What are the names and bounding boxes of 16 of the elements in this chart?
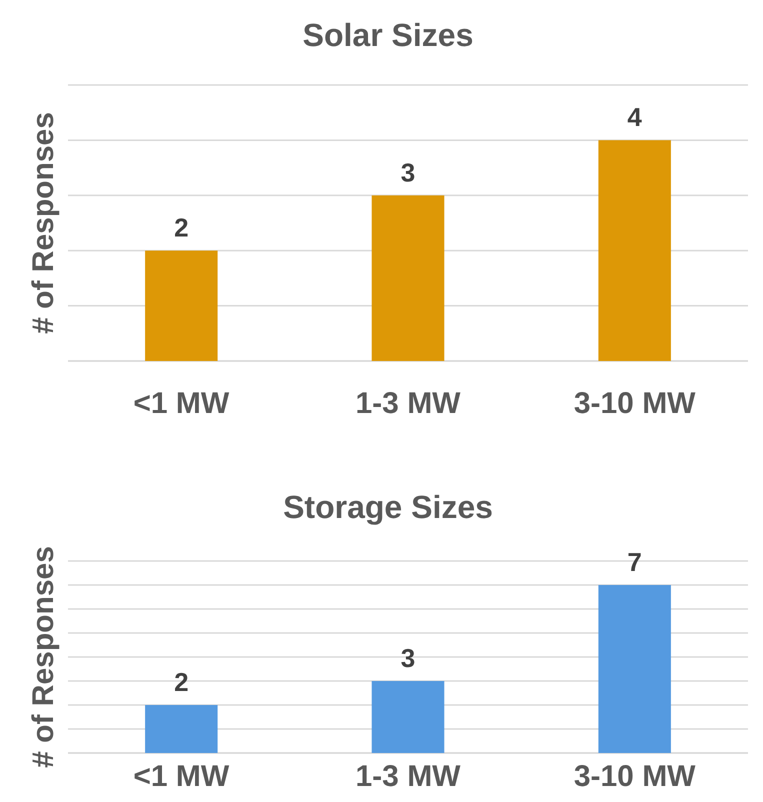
data-label: 7 [627, 547, 642, 577]
data-label: 3 [400, 643, 416, 673]
x-tick-label: 1-3 MW [356, 387, 462, 420]
chart-title: Solar Sizes [302, 17, 474, 53]
data-label: 3 [400, 157, 416, 188]
x-tick-label: 3-10 MW [574, 760, 696, 793]
x-tick-label: <1 MW [133, 760, 230, 793]
x-tick-label: 1-3 MW [356, 760, 462, 793]
y-axis-title: # of Responses [27, 112, 60, 334]
y-axis-title: # of Responses [27, 546, 60, 768]
x-tick-label: 3-10 MW [574, 387, 696, 420]
chart-title: Storage Sizes [283, 489, 493, 525]
data-label: 2 [174, 212, 189, 243]
data-label: 4 [627, 102, 642, 132]
x-tick-label: <1 MW [133, 387, 230, 420]
data-label: 2 [174, 667, 189, 697]
